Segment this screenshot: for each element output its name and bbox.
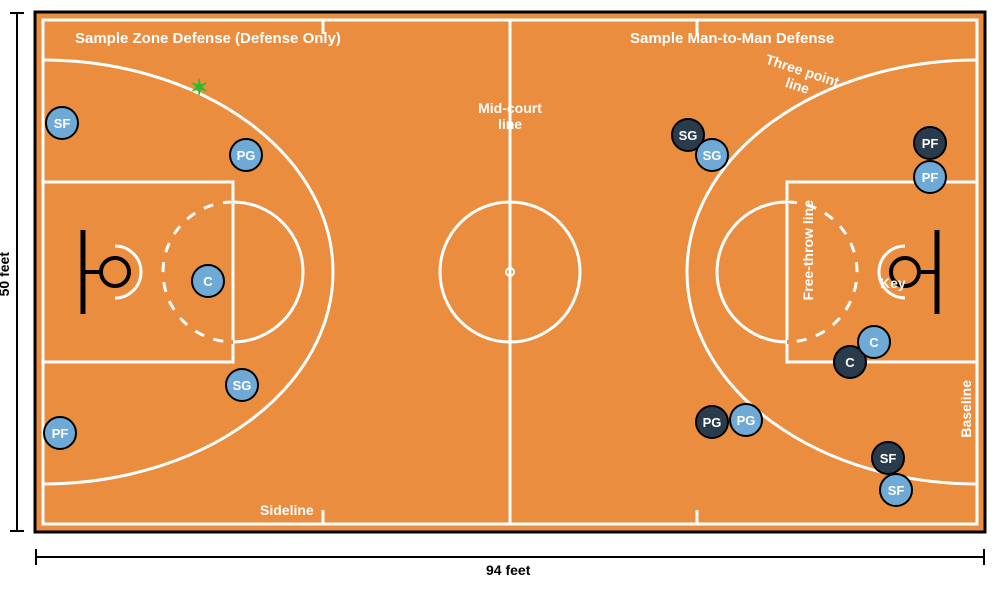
player-defense-sf[interactable]: SF bbox=[45, 106, 79, 140]
label-baseline: Baseline bbox=[958, 380, 974, 438]
player-defense-sg[interactable]: SG bbox=[695, 138, 729, 172]
label-sideline: Sideline bbox=[260, 502, 314, 518]
player-defense-sg[interactable]: SG bbox=[225, 368, 259, 402]
dim-width-line bbox=[35, 556, 985, 558]
dim-height-line bbox=[16, 12, 18, 532]
label-midcourt: Mid-courtline bbox=[460, 100, 560, 132]
player-defense-pf[interactable]: PF bbox=[43, 416, 77, 450]
player-defense-sf[interactable]: SF bbox=[879, 473, 913, 507]
svg-text:✶: ✶ bbox=[190, 75, 208, 100]
player-offense-pf[interactable]: PF bbox=[913, 126, 947, 160]
dim-height-label: 50 feet bbox=[0, 252, 12, 296]
player-defense-pg[interactable]: PG bbox=[229, 138, 263, 172]
player-defense-c[interactable]: C bbox=[857, 325, 891, 359]
player-offense-sf[interactable]: SF bbox=[871, 441, 905, 475]
label-freethrow: Free-throw line bbox=[800, 200, 816, 300]
player-defense-c[interactable]: C bbox=[191, 264, 225, 298]
player-defense-pg[interactable]: PG bbox=[729, 403, 763, 437]
title-right: Sample Man-to-Man Defense bbox=[630, 30, 834, 47]
dim-width-label: 94 feet bbox=[486, 562, 530, 578]
label-key: Key bbox=[880, 275, 906, 291]
title-left: Sample Zone Defense (Defense Only) bbox=[75, 30, 341, 47]
player-defense-pf[interactable]: PF bbox=[913, 160, 947, 194]
player-offense-pg[interactable]: PG bbox=[695, 405, 729, 439]
